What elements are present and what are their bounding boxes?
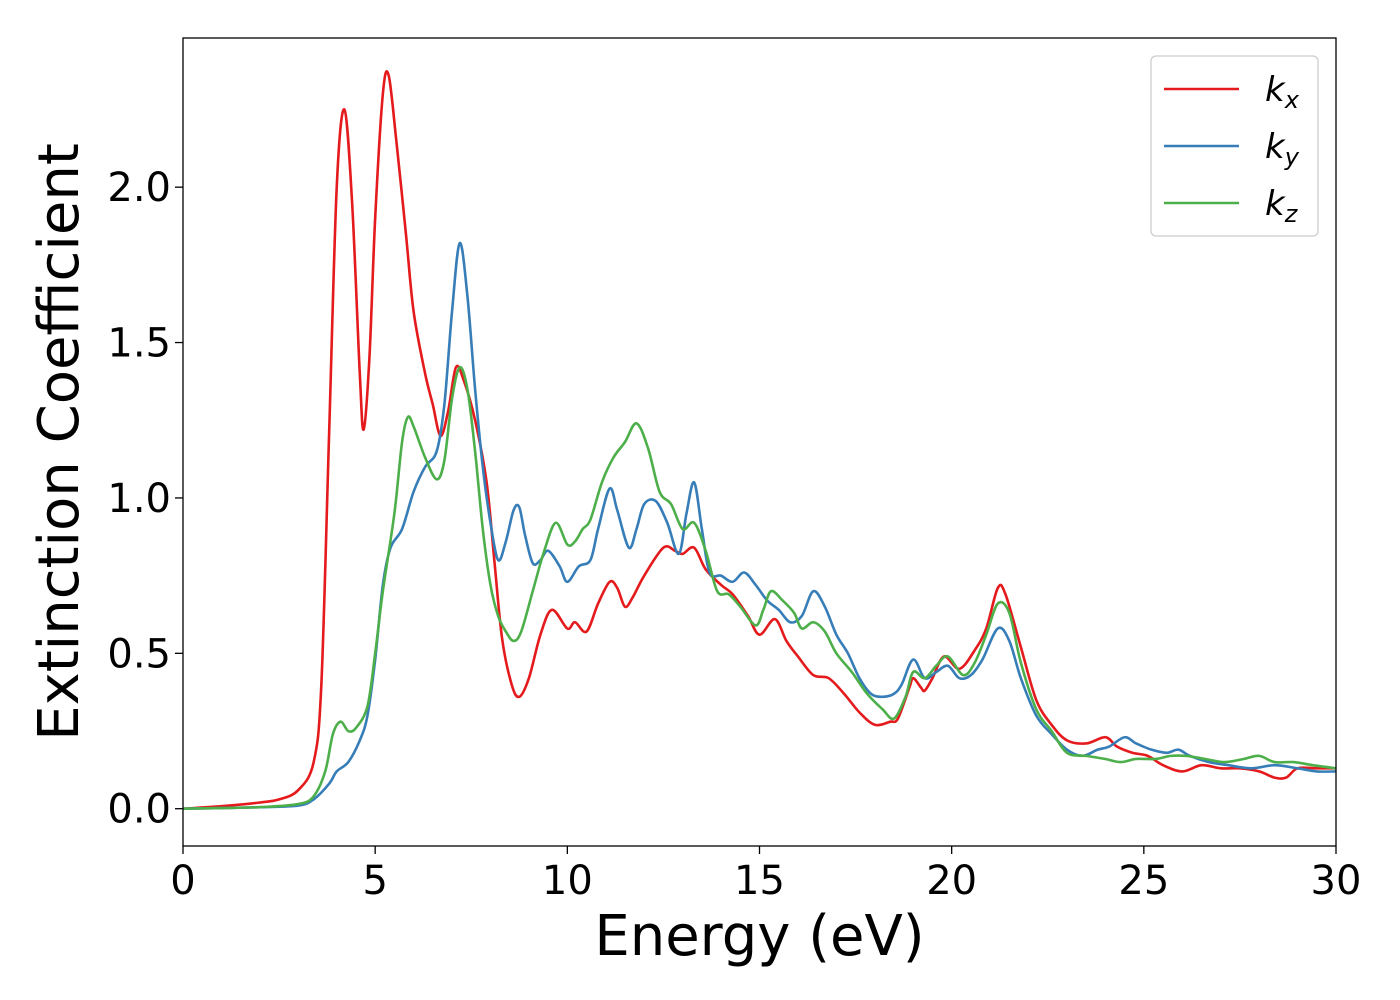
y-tick-label: 0.0: [107, 787, 171, 833]
y-tick-label: 2.0: [107, 165, 171, 211]
y-axis-title: Extinction Coefficient: [27, 143, 92, 741]
series-line-ky: [183, 241, 1336, 811]
series-line-kz: [183, 366, 1336, 811]
legend-label-ky: ky: [1265, 127, 1300, 171]
x-tick-label: 10: [542, 858, 593, 904]
series-line-kx: [183, 70, 1336, 811]
legend-label-kz: kz: [1265, 184, 1299, 228]
x-tick-label: 15: [734, 858, 785, 904]
y-tick-label: 0.5: [107, 631, 171, 677]
x-axis-title: Energy (eV): [594, 904, 924, 969]
y-tick-label: 1.5: [107, 321, 171, 367]
y-tick-label: 1.0: [107, 476, 171, 522]
x-tick-label: 25: [1118, 858, 1169, 904]
x-tick-label: 5: [362, 858, 387, 904]
x-tick-label: 0: [170, 858, 195, 904]
legend-label-kx: kx: [1265, 70, 1300, 114]
x-tick-label: 20: [926, 858, 977, 904]
x-tick-label: 30: [1311, 858, 1362, 904]
